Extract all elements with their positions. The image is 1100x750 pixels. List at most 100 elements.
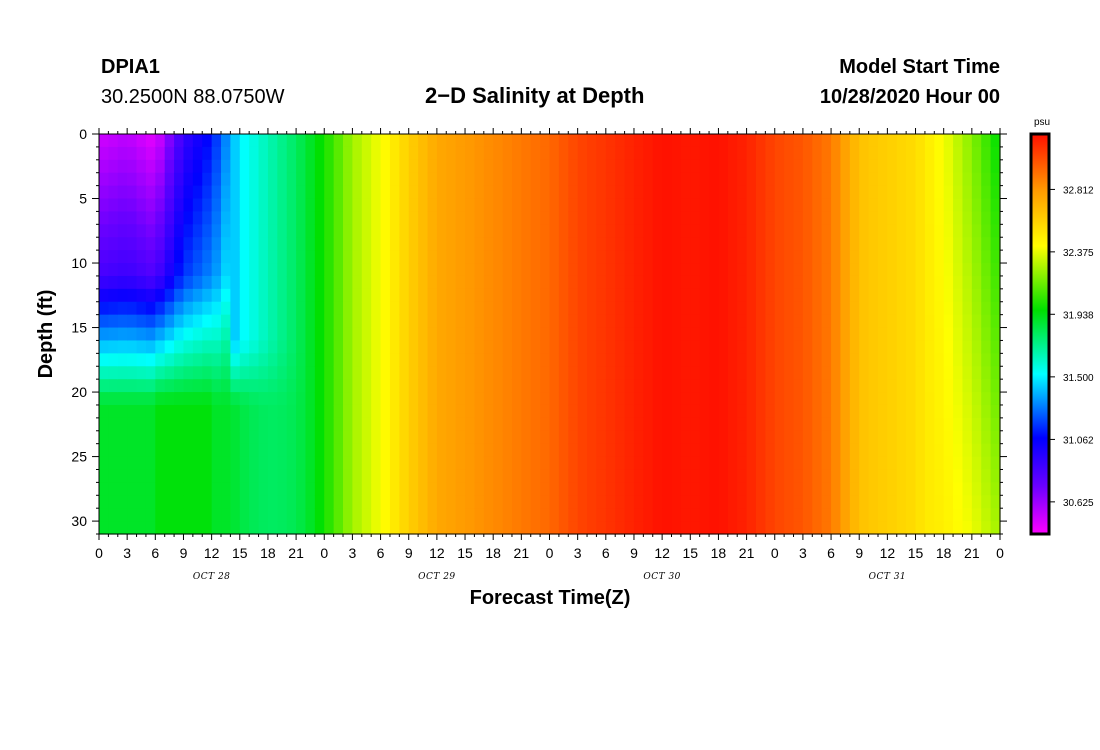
heat-cell (709, 198, 720, 213)
heat-cell (568, 404, 579, 419)
heat-cell (577, 379, 588, 393)
heat-cell (802, 288, 813, 303)
heat-cell (352, 417, 363, 432)
heat-cell (455, 521, 466, 535)
heat-cell (305, 198, 316, 213)
heat-cell (418, 366, 429, 380)
heat-cell (465, 250, 476, 264)
heat-cell (953, 521, 964, 535)
heat-cell (267, 301, 278, 316)
heat-cell (802, 211, 813, 225)
heat-cell (418, 353, 429, 367)
heat-cell (727, 314, 738, 329)
heat-cell (906, 482, 917, 496)
heat-cell (333, 275, 344, 290)
heat-cell (352, 443, 363, 458)
heat-cell (418, 392, 429, 406)
heat-cell (971, 250, 982, 264)
heat-cell (924, 417, 935, 432)
heat-cell (906, 417, 917, 432)
heat-cell (455, 134, 466, 148)
heat-cell (709, 172, 720, 187)
heat-cell (296, 314, 307, 329)
heat-cell (915, 508, 926, 522)
heat-cell (108, 159, 119, 174)
heat-cell (934, 288, 945, 303)
heat-cell (399, 379, 410, 393)
heat-cell (774, 263, 785, 277)
heat-cell (418, 443, 429, 458)
heat-cell (380, 379, 391, 393)
heat-cell (465, 146, 476, 161)
heat-cell (408, 469, 419, 483)
heat-cell (924, 134, 935, 148)
heat-cell (915, 417, 926, 432)
heat-cell (699, 250, 710, 264)
heat-cell (314, 314, 325, 329)
heat-cell (802, 159, 813, 174)
heat-cell (774, 417, 785, 432)
heat-cell (859, 392, 870, 406)
heat-cell (239, 366, 250, 380)
heat-cell (831, 198, 842, 213)
heat-cell (887, 146, 898, 161)
heat-cell (174, 508, 185, 522)
heat-cell (145, 146, 156, 161)
heat-cell (455, 314, 466, 329)
heat-cell (286, 340, 297, 354)
heat-cell (953, 198, 964, 213)
x-tick-label: 15 (457, 545, 473, 561)
heat-cell (446, 314, 457, 329)
heat-cell (371, 508, 382, 522)
heat-cell (737, 482, 748, 496)
heat-cell (145, 469, 156, 483)
heat-cell (924, 469, 935, 483)
heat-cell (643, 508, 654, 522)
heat-cell (915, 172, 926, 187)
heat-cell (765, 430, 776, 445)
heat-cell (493, 482, 504, 496)
heat-cell (305, 482, 316, 496)
heat-cell (709, 417, 720, 432)
heat-cell (465, 430, 476, 445)
heat-cell (765, 275, 776, 290)
heat-cell (343, 340, 354, 354)
heat-cell (587, 366, 598, 380)
heat-cell (727, 146, 738, 161)
heat-cell (831, 237, 842, 251)
heat-cell (849, 417, 860, 432)
heat-cell (249, 327, 260, 342)
heat-cell (793, 443, 804, 458)
heat-cell (943, 469, 954, 483)
heat-cell (540, 366, 551, 380)
heat-cell (633, 185, 644, 200)
model-start-value: 10/28/2020 Hour 00 (819, 86, 1000, 108)
heat-cell (267, 288, 278, 303)
heat-cell (324, 185, 335, 200)
heat-cell (643, 392, 654, 406)
heat-cell (380, 508, 391, 522)
heat-cell (906, 288, 917, 303)
heat-cell (136, 185, 147, 200)
heat-cell (652, 430, 663, 445)
heat-cell (502, 404, 513, 419)
heat-cell (174, 146, 185, 161)
heat-cell (971, 211, 982, 225)
heat-cell (389, 159, 400, 174)
heat-cell (371, 340, 382, 354)
heat-cell (427, 224, 438, 238)
heat-cell (924, 508, 935, 522)
heat-cell (690, 430, 701, 445)
heat-cell (877, 146, 888, 161)
heat-cell (605, 314, 616, 329)
heat-cell (474, 301, 485, 316)
heat-cell (906, 443, 917, 458)
heat-cell (718, 495, 729, 509)
heat-cell (418, 430, 429, 445)
heat-cell (530, 366, 541, 380)
heat-cell (831, 353, 842, 367)
heat-cell (615, 379, 626, 393)
heat-cell (953, 159, 964, 174)
heat-cell (699, 482, 710, 496)
heat-cell (821, 508, 832, 522)
